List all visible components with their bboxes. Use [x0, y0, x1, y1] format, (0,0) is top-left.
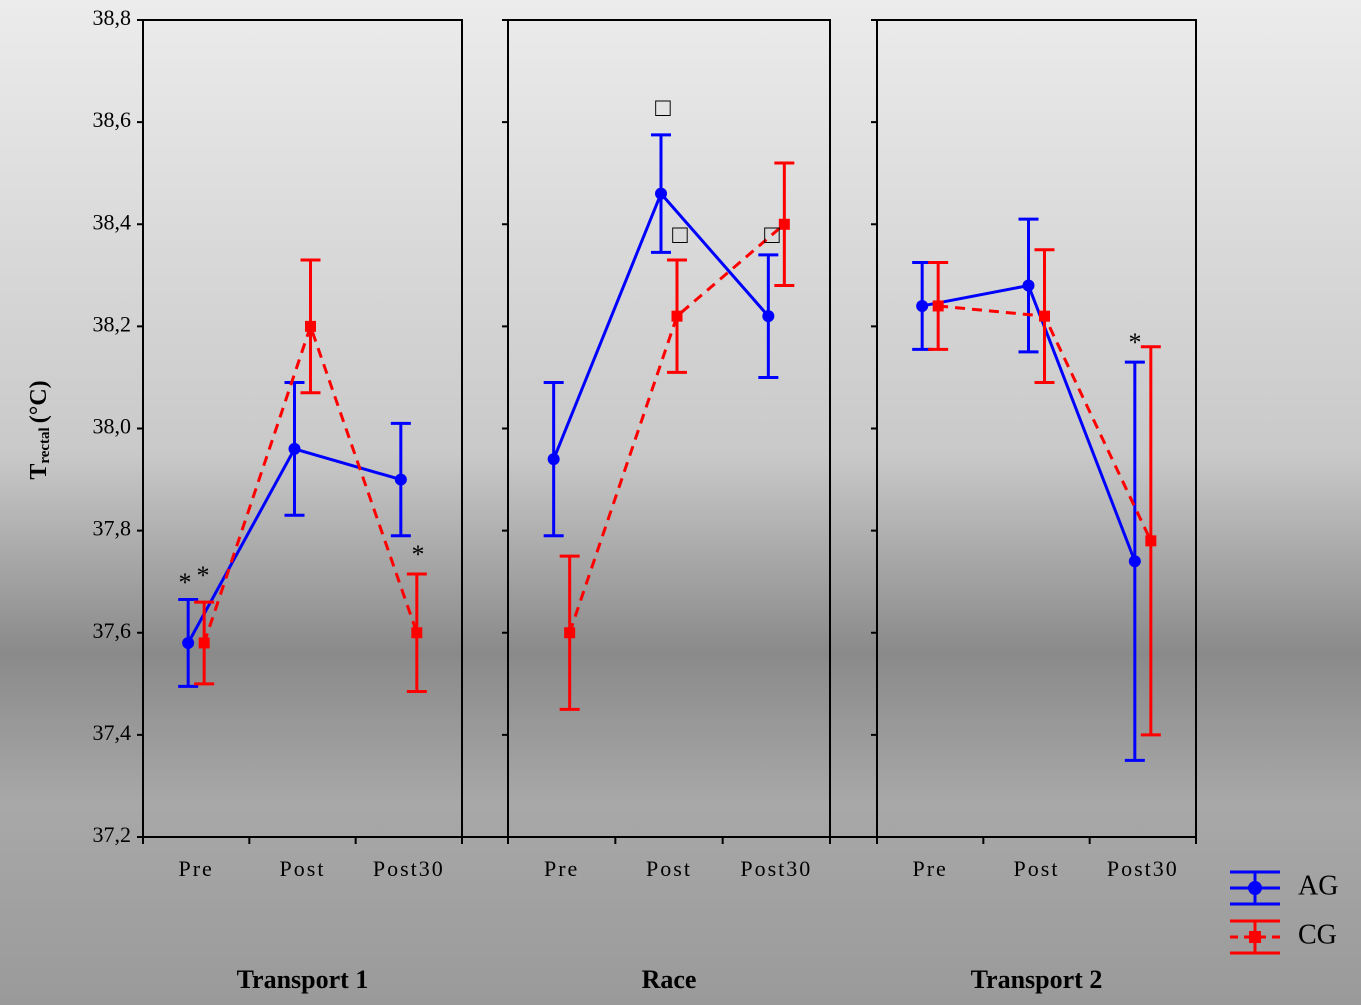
- annotation: *: [1129, 328, 1142, 357]
- data-point: [1145, 535, 1156, 546]
- data-point: [289, 443, 301, 455]
- y-label-subscript: rectal: [37, 427, 53, 463]
- y-tick-label: 37,6: [93, 618, 132, 643]
- annotation: □: [764, 220, 780, 249]
- panel-title: Race: [642, 965, 697, 994]
- x-tick-label: Pre: [179, 856, 214, 881]
- panel-title: Transport 2: [971, 965, 1103, 994]
- data-point: [762, 310, 774, 322]
- data-point: [1023, 280, 1035, 292]
- y-label-unit: (°C): [26, 380, 52, 423]
- legend-marker: [1248, 881, 1262, 895]
- data-point: [933, 300, 944, 311]
- data-point: [672, 311, 683, 322]
- y-tick-label: 38,8: [93, 5, 132, 30]
- data-point: [305, 321, 316, 332]
- x-tick-label: Post: [646, 856, 692, 881]
- y-tick-label: 37,4: [93, 720, 132, 745]
- x-tick-label: Post30: [740, 856, 812, 881]
- data-point: [655, 188, 667, 200]
- annotation: *: [197, 561, 210, 590]
- legend-marker: [1249, 931, 1261, 943]
- x-tick-label: Pre: [544, 856, 579, 881]
- y-tick-label: 38,0: [93, 414, 132, 439]
- annotation: *: [179, 568, 192, 597]
- data-point: [779, 219, 790, 230]
- data-point: [411, 627, 422, 638]
- data-point: [548, 453, 560, 465]
- data-point: [1039, 311, 1050, 322]
- chart: Trectal (°C) 37,2 37,4 37,6 37,8 38,0 38,2 38,4…: [0, 0, 1361, 1005]
- x-tick-label: Post: [1014, 856, 1060, 881]
- annotation: □: [655, 93, 671, 122]
- x-tick-label: Post30: [1107, 856, 1179, 881]
- data-point: [395, 474, 407, 486]
- data-point: [1129, 555, 1141, 567]
- y-tick-label: 38,2: [93, 311, 132, 336]
- x-tick-label: Pre: [913, 856, 948, 881]
- data-point: [564, 627, 575, 638]
- y-tick-label: 38,6: [93, 107, 132, 132]
- legend-label: CG: [1298, 919, 1337, 950]
- data-point: [916, 300, 928, 312]
- background-photo: [0, 0, 1361, 1005]
- y-tick-label: 38,4: [93, 209, 132, 234]
- panel-title: Transport 1: [237, 965, 369, 994]
- data-point: [199, 637, 210, 648]
- x-tick-label: Post: [280, 856, 326, 881]
- y-tick-label: 37,8: [93, 516, 132, 541]
- annotation: □: [672, 220, 688, 249]
- legend-label: AG: [1298, 870, 1338, 901]
- data-point: [182, 637, 194, 649]
- x-tick-label: Post30: [373, 856, 445, 881]
- y-tick-label: 37,2: [93, 822, 132, 847]
- page: Trectal (°C) 37,2 37,4 37,6 37,8 38,0 38,2 38,4…: [0, 0, 1361, 1005]
- y-label-main: T: [26, 464, 52, 480]
- annotation: *: [412, 540, 425, 569]
